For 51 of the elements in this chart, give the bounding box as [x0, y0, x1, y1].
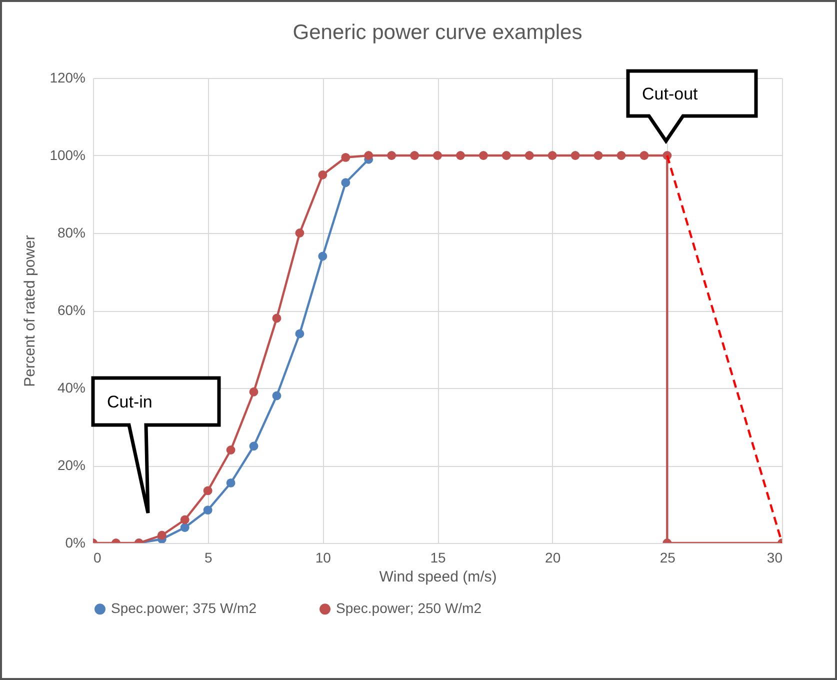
- point: [203, 486, 212, 496]
- point: [616, 151, 626, 160]
- y-tick-label: 60%: [57, 302, 86, 318]
- point: [502, 151, 511, 160]
- point: [318, 252, 328, 261]
- point: [295, 228, 304, 238]
- point: [180, 515, 190, 524]
- point: [410, 151, 420, 160]
- y-tick-label: 80%: [57, 224, 86, 240]
- y-tick-label: 20%: [57, 457, 86, 473]
- x-tick-label: 0: [94, 550, 102, 566]
- point: [226, 446, 236, 454]
- y-tick-label: 0%: [65, 534, 86, 550]
- legend-label: Spec.power; 375 W/m2: [111, 600, 257, 616]
- point: [180, 523, 190, 532]
- x-tick-label: 30: [766, 550, 783, 566]
- point: [364, 151, 374, 160]
- annotation: Cut-in: [107, 392, 152, 412]
- x-tick-label: 25: [660, 550, 676, 566]
- point: [272, 314, 282, 323]
- chart-title: Generic power curve examples: [292, 21, 582, 44]
- point: [272, 391, 282, 400]
- y-axis-title: Percent of rated power: [22, 235, 39, 387]
- point: [570, 151, 580, 160]
- point: [226, 478, 236, 488]
- point: [318, 170, 328, 180]
- point: [387, 151, 396, 160]
- point: [341, 152, 350, 162]
- point: [524, 151, 534, 160]
- x-tick-label: 15: [430, 550, 446, 566]
- y-tick-label: 120%: [50, 70, 86, 86]
- x-tick-label: 10: [315, 550, 332, 566]
- x-tick-label: 20: [545, 550, 561, 566]
- point: [157, 530, 166, 540]
- point: [341, 178, 350, 188]
- point: [295, 329, 304, 338]
- y-tick-label: 40%: [57, 380, 86, 396]
- legend-label: Spec.power; 250 W/m2: [336, 600, 482, 616]
- point: [640, 151, 649, 160]
- annotation: Cut-out: [642, 84, 698, 104]
- point: [433, 151, 442, 160]
- point: [249, 442, 258, 451]
- point: [548, 151, 557, 160]
- point: [249, 387, 258, 396]
- x-axis-title: Wind speed (m/s): [379, 568, 497, 586]
- point: [203, 506, 212, 515]
- x-tick-label: 5: [204, 550, 212, 566]
- point: [478, 151, 488, 160]
- point: [456, 151, 465, 160]
- y-tick-label: 100%: [50, 147, 86, 163]
- point: [594, 151, 603, 160]
